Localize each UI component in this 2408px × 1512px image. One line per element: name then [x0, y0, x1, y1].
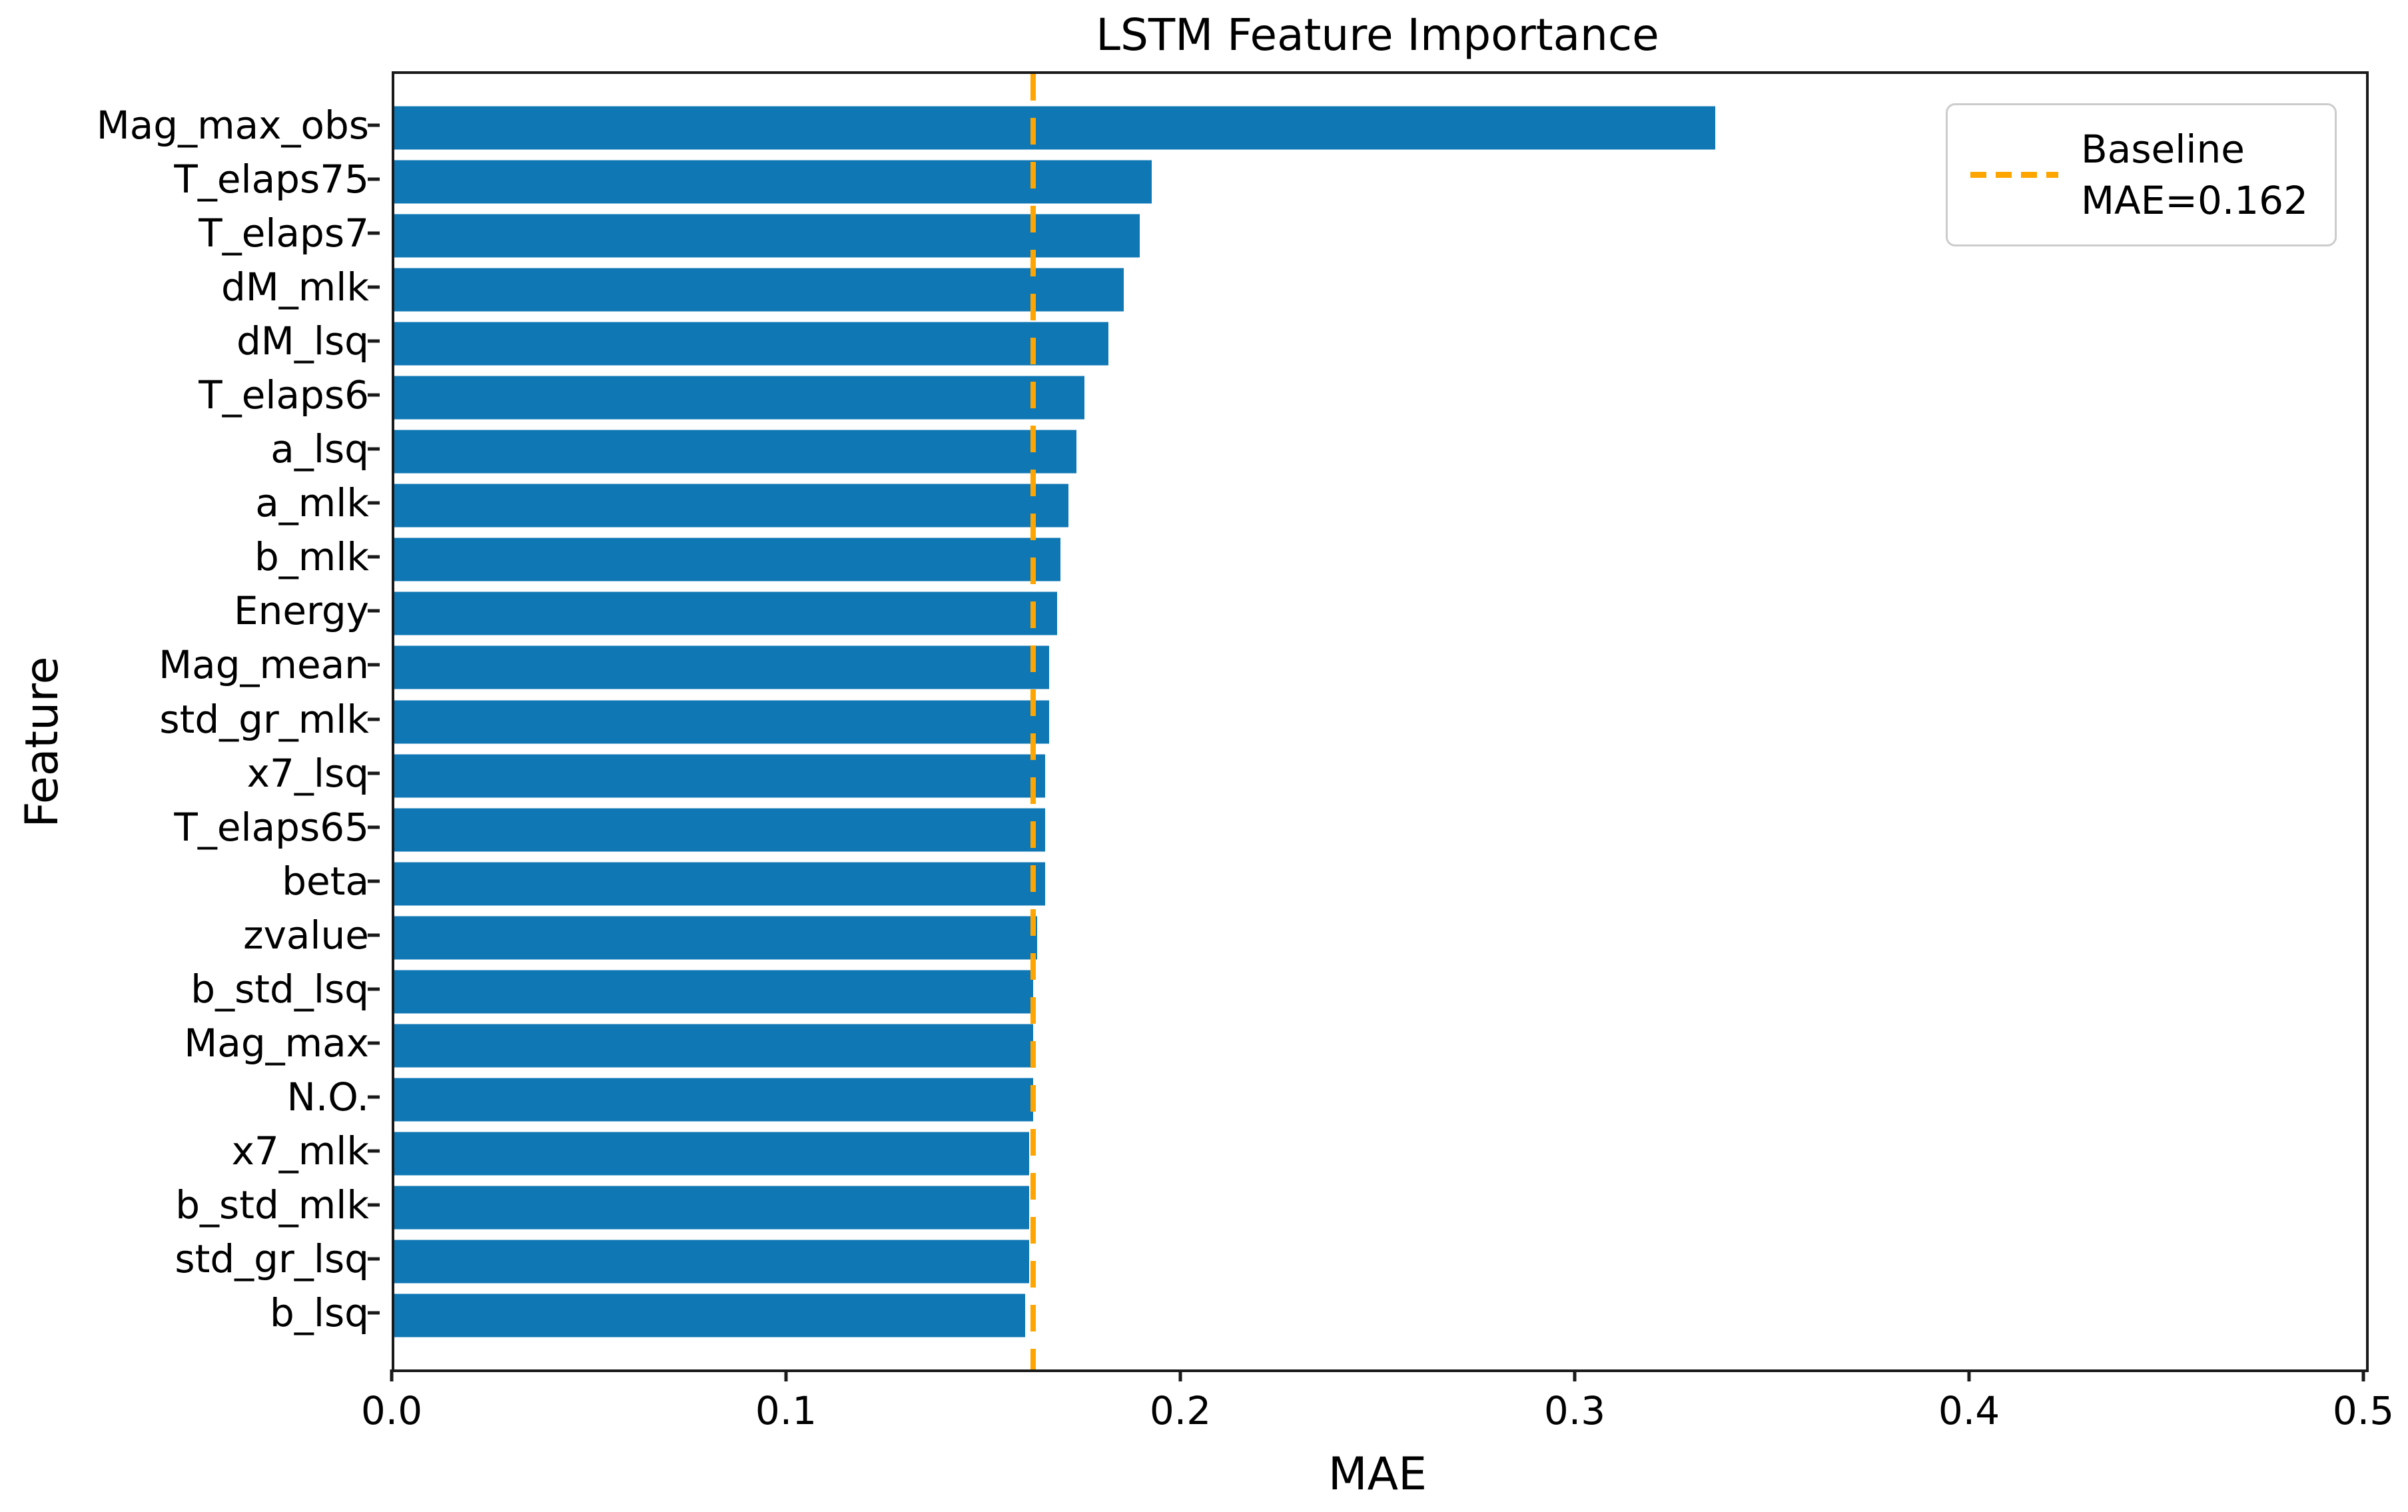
bar-b_mlk	[394, 538, 1061, 581]
bar-x7_lsq	[394, 754, 1045, 798]
bar-T_elaps6	[394, 376, 1084, 420]
y-tick-label: dM_mlk	[220, 264, 369, 310]
y-tick-label: N.O.	[286, 1074, 369, 1120]
bar-Mag_mean	[394, 645, 1049, 689]
y-tick-label: Mag_mean	[159, 642, 369, 688]
x-tick-label: 0.3	[1543, 1388, 1606, 1433]
x-tick-mark	[1573, 1369, 1577, 1381]
y-tick-mark	[368, 555, 380, 559]
y-tick-label: x7_lsq	[246, 750, 369, 796]
y-tick-label: a_lsq	[270, 426, 369, 472]
plot-area: Baseline MAE=0.162	[392, 71, 2369, 1372]
y-tick-mark	[368, 1041, 380, 1045]
bar-zvalue	[394, 916, 1037, 960]
x-axis-label: MAE	[1328, 1447, 1427, 1501]
bar-dM_lsq	[394, 322, 1108, 366]
bar-std_gr_lsq	[394, 1240, 1030, 1284]
x-tick-label: 0.1	[755, 1388, 817, 1433]
y-tick-mark	[368, 609, 380, 613]
legend-label-line1: Baseline	[2080, 127, 2245, 172]
y-tick-mark	[368, 717, 380, 721]
bar-a_mlk	[394, 484, 1069, 528]
y-tick-mark	[368, 177, 380, 181]
y-tick-mark	[368, 1311, 380, 1315]
y-tick-mark	[368, 231, 380, 235]
x-tick-mark	[2361, 1369, 2365, 1381]
x-tick-mark	[1967, 1369, 1971, 1381]
y-tick-label: std_gr_mlk	[159, 696, 369, 742]
legend-label-line2: MAE=0.162	[2080, 177, 2308, 223]
bar-beta	[394, 862, 1045, 906]
y-tick-label: b_mlk	[254, 534, 369, 580]
y-tick-mark	[368, 663, 380, 667]
y-tick-mark	[368, 1149, 380, 1153]
baseline-dashed-line	[1030, 74, 1036, 1369]
legend-label: Baseline MAE=0.162	[2081, 124, 2308, 226]
bar-T_elaps75	[394, 160, 1152, 204]
y-tick-mark	[368, 879, 380, 883]
y-tick-mark	[368, 1095, 380, 1099]
y-tick-mark	[368, 501, 380, 505]
y-tick-mark	[368, 1203, 380, 1207]
y-tick-label: dM_lsq	[236, 318, 369, 364]
x-tick-label: 0.2	[1149, 1388, 1212, 1433]
y-tick-labels: Mag_max_obs T_elaps75 T_elaps7 dM_mlk dM_lsq…	[0, 71, 380, 1367]
bar-b_std_mlk	[394, 1186, 1030, 1230]
x-tick-label: 0.4	[1938, 1388, 2000, 1433]
bar-Energy	[394, 591, 1057, 635]
bar-Mag_max_obs	[394, 106, 1716, 150]
y-tick-mark	[368, 339, 380, 343]
y-tick-mark	[368, 447, 380, 451]
bar-std_gr_mlk	[394, 700, 1049, 743]
y-tick-mark	[368, 393, 380, 397]
bar-N.O.	[394, 1078, 1034, 1122]
bar-Mag_max	[394, 1024, 1034, 1068]
x-tick-mark	[390, 1369, 394, 1381]
y-tick-label: b_std_mlk	[175, 1182, 369, 1228]
y-tick-mark	[368, 1257, 380, 1261]
y-tick-label: b_lsq	[270, 1290, 369, 1335]
x-tick-mark	[784, 1369, 788, 1381]
baseline-dash-icon	[1970, 172, 2058, 179]
y-tick-label: Energy	[233, 588, 369, 634]
y-tick-label: b_std_lsq	[191, 966, 369, 1012]
y-tick-mark	[368, 933, 380, 937]
bar-x7_mlk	[394, 1132, 1030, 1176]
bar-T_elaps65	[394, 808, 1045, 852]
bar-dM_mlk	[394, 268, 1124, 312]
legend: Baseline MAE=0.162	[1945, 103, 2337, 247]
y-tick-label: Mag_max_obs	[96, 103, 369, 149]
y-tick-mark	[368, 123, 380, 127]
x-tick-label: 0.0	[360, 1388, 423, 1433]
x-tick-mark	[1178, 1369, 1182, 1381]
y-tick-label: std_gr_lsq	[175, 1236, 369, 1282]
y-tick-mark	[368, 285, 380, 289]
y-tick-mark	[368, 987, 380, 991]
y-tick-label: beta	[282, 858, 369, 904]
x-tick-label: 0.5	[2332, 1388, 2395, 1433]
y-tick-label: a_mlk	[255, 480, 369, 526]
bar-T_elaps7	[394, 214, 1140, 258]
y-tick-mark	[368, 771, 380, 775]
chart-title: LSTM Feature Importance	[1096, 9, 1659, 61]
y-tick-label: zvalue	[243, 912, 369, 958]
y-tick-label: T_elaps6	[199, 372, 369, 418]
x-tick-area: 0.0 0.1 0.2 0.3 0.4 0.5	[361, 1369, 2394, 1476]
y-tick-label: Mag_max	[184, 1020, 369, 1066]
y-tick-label: T_elaps75	[174, 157, 369, 202]
y-tick-label: x7_mlk	[231, 1128, 369, 1174]
y-tick-label: T_elaps65	[174, 804, 369, 850]
bar-a_lsq	[394, 430, 1077, 474]
bar-b_lsq	[394, 1294, 1026, 1337]
y-tick-label: T_elaps7	[199, 210, 369, 256]
bar-b_std_lsq	[394, 970, 1034, 1014]
y-tick-mark	[368, 825, 380, 829]
